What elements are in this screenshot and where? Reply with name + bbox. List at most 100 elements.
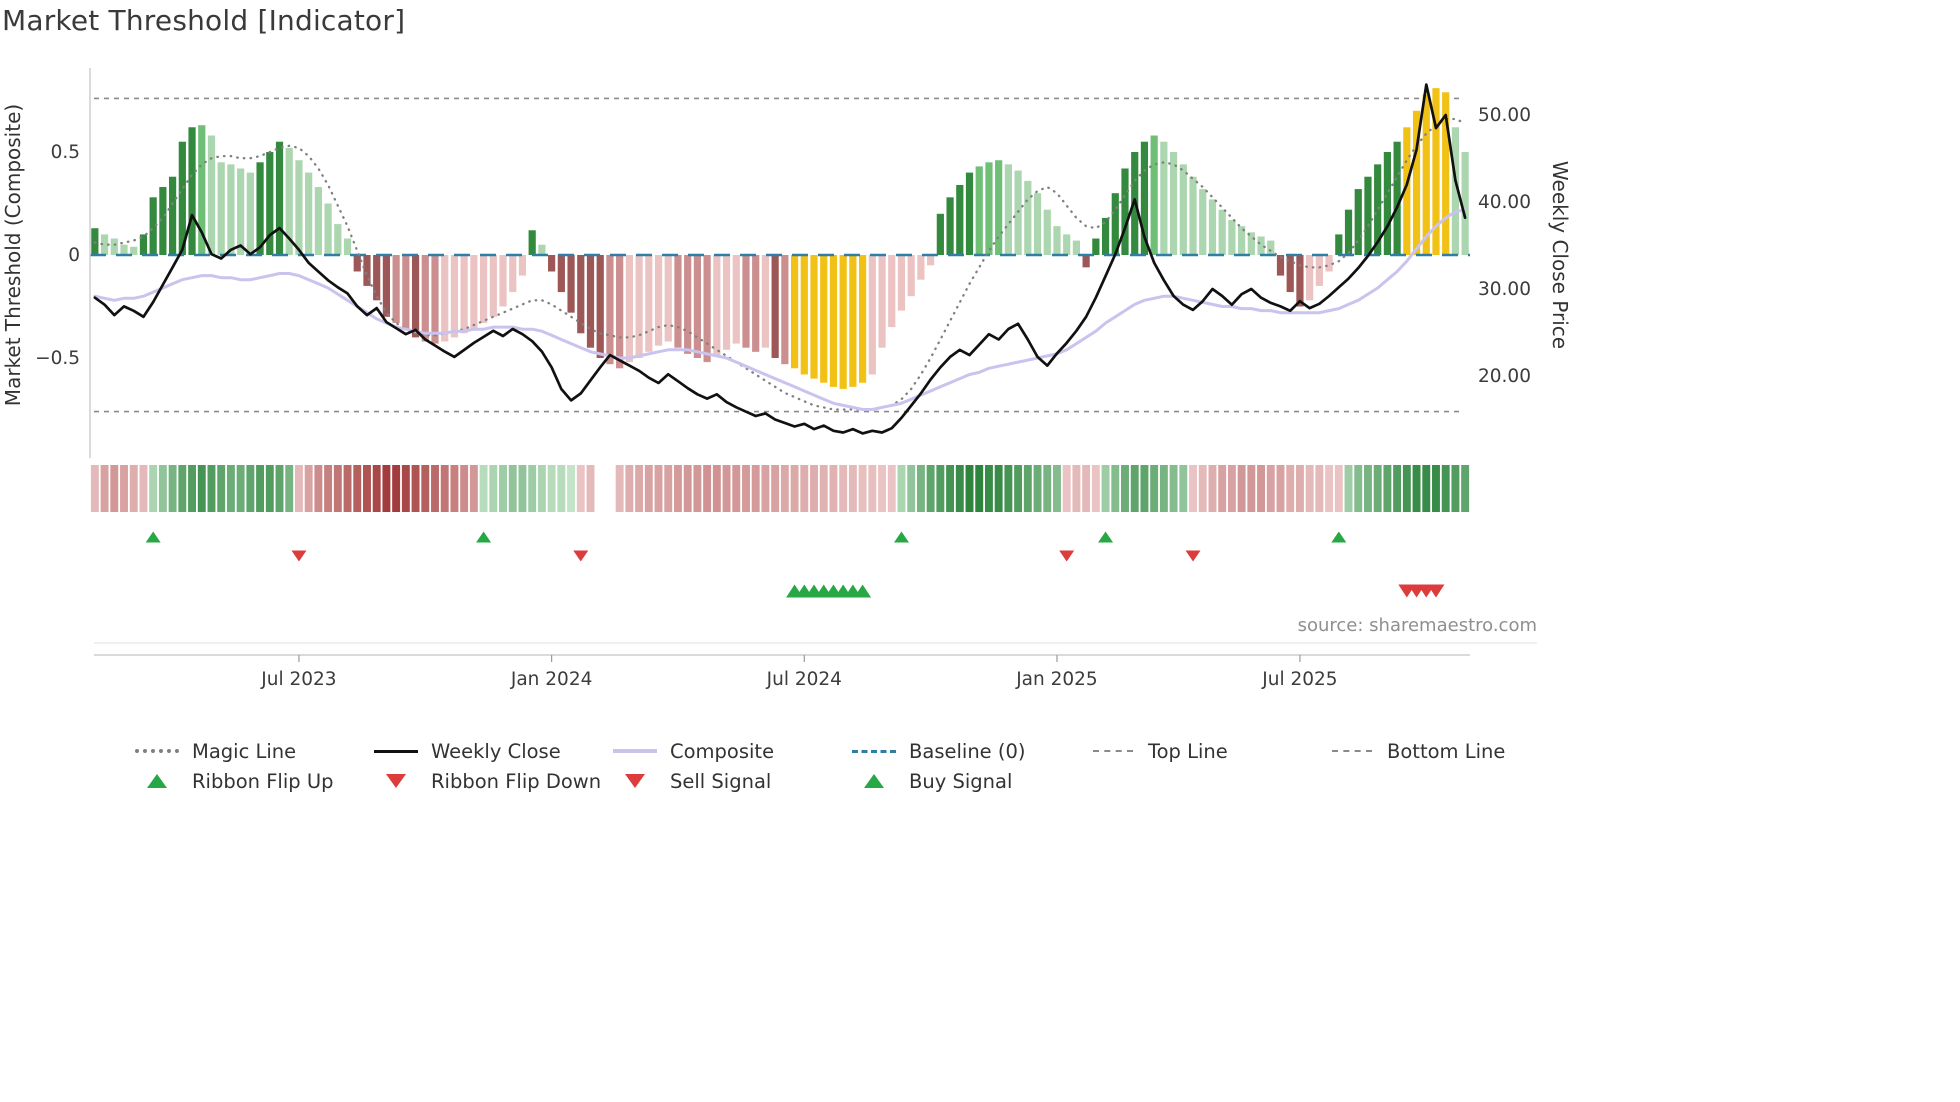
ribbon-stripe <box>1072 465 1081 512</box>
composite-bar <box>1238 226 1246 255</box>
ribbon-stripe <box>1237 465 1246 512</box>
composite-bar <box>1354 189 1362 255</box>
composite-bar <box>732 255 740 344</box>
ribbon-stripe <box>576 465 585 512</box>
composite-bar <box>450 255 459 338</box>
composite-bar <box>927 255 935 266</box>
composite-bar <box>995 160 1003 255</box>
guide-lines <box>94 97 1464 413</box>
composite-bar <box>1403 127 1411 255</box>
ribbon-stripe <box>683 465 692 512</box>
y-axis-ticks: 0.5 0 −0.5 50.00 40.00 30.00 20.00 <box>35 105 1531 387</box>
ribbon-stripe <box>955 465 964 512</box>
composite-bar <box>538 244 546 255</box>
ribbon-stripe <box>353 465 362 512</box>
legend-item-composite: Composite <box>611 740 850 763</box>
legend-item-ribbon-flip-down: Ribbon Flip Down <box>372 770 611 793</box>
composite-bar <box>907 255 915 297</box>
composite-bar <box>1461 152 1469 255</box>
composite-bar <box>936 213 944 255</box>
composite-bar <box>664 255 672 342</box>
ribbon-stripe <box>878 465 887 512</box>
legend-label: Ribbon Flip Up <box>192 769 334 793</box>
ribbon-stripe <box>537 465 546 512</box>
ribbon-stripe <box>518 465 527 512</box>
composite-bar <box>1024 180 1032 255</box>
buy-signal-icon <box>854 584 872 598</box>
ribbon-stripe <box>1140 465 1149 512</box>
composite-bar <box>441 255 449 342</box>
legend-item-ribbon-flip-up: Ribbon Flip Up <box>133 770 372 793</box>
ribbon-stripe <box>1062 465 1071 512</box>
ribbon-stripe <box>1432 465 1440 512</box>
ribbon-stripe <box>703 465 712 512</box>
composite-bar <box>110 238 118 255</box>
composite-bar <box>868 255 876 375</box>
ribbon-stripe <box>586 465 595 512</box>
composite-bar <box>859 255 867 383</box>
sell-signal-icon <box>1427 584 1445 598</box>
composite-bar <box>771 255 779 358</box>
ribbon-stripe <box>916 465 925 512</box>
composite-bar <box>266 152 274 255</box>
ribbon-stripe <box>392 465 401 512</box>
composite-bar <box>800 255 808 375</box>
ribbon-stripe <box>693 465 702 512</box>
composite-bar <box>1364 176 1372 255</box>
composite-bar <box>790 255 799 369</box>
ribbon-stripe <box>965 465 974 512</box>
ribbon-flip-up-icon <box>476 531 492 543</box>
composite-bar <box>1004 164 1012 255</box>
composite-bar <box>343 238 352 255</box>
ribbon-flip-up-icon <box>147 774 167 788</box>
ribbon-stripe <box>1091 465 1100 512</box>
market-threshold-chart: Jul 2023 Jan 2024 Jul 2024 Jan 2025 Jul 2025… <box>1 68 1572 690</box>
ribbon-stripe <box>411 465 420 512</box>
composite-bar <box>1072 240 1081 255</box>
composite-bar <box>1169 152 1178 255</box>
composite-bar <box>198 125 206 255</box>
composite-bar <box>586 255 595 348</box>
ribbon-stripe <box>1189 465 1197 512</box>
composite-bar <box>1306 255 1314 301</box>
ribbon-stripe <box>1004 465 1013 512</box>
ribbon-stripe <box>421 465 430 512</box>
ribbon-stripe <box>654 465 663 512</box>
ribbon-stripe <box>1227 465 1236 512</box>
ribbon-stripe <box>1266 465 1275 512</box>
ribbon-stripe <box>1218 465 1227 512</box>
ribbon-stripe <box>343 465 352 512</box>
ribbon-stripe <box>207 465 216 512</box>
ribbon-stripe <box>363 465 371 512</box>
composite-bar <box>965 172 974 255</box>
ribbon-stripe <box>1344 465 1353 512</box>
legend-item-buy-signal: Buy Signal <box>850 770 1089 793</box>
composite-bar <box>217 162 225 255</box>
ribbon-stripe <box>829 465 838 512</box>
composite-bar <box>479 255 488 323</box>
ribbon-stripe <box>178 465 187 512</box>
ribbon-stripe <box>217 465 226 512</box>
composite-bar <box>645 255 653 352</box>
ribbon-stripe <box>1286 465 1295 512</box>
composite-bar <box>1383 152 1391 255</box>
legend-line-weekly-close <box>374 749 418 753</box>
ribbon-stripe <box>1393 465 1402 512</box>
composite-bar <box>752 255 760 352</box>
composite-bar <box>1199 189 1207 255</box>
ribbon-stripe <box>567 465 576 512</box>
composite-bar <box>295 160 303 255</box>
ribbon-flip-down-icon <box>573 550 589 562</box>
composite-bar <box>1160 141 1168 255</box>
ribbon-stripe <box>1247 465 1256 512</box>
composite-bar <box>635 255 643 358</box>
ribbon-stripe <box>1315 465 1324 512</box>
ribbon-stripe <box>984 465 993 512</box>
legend-label: Weekly Close <box>431 739 561 763</box>
composite-bar <box>1208 199 1217 255</box>
ribbon-stripe <box>1402 465 1411 512</box>
composite-bar <box>169 176 177 255</box>
composite-bar <box>888 255 896 328</box>
x-tick-label: Jul 2025 <box>1261 669 1337 690</box>
